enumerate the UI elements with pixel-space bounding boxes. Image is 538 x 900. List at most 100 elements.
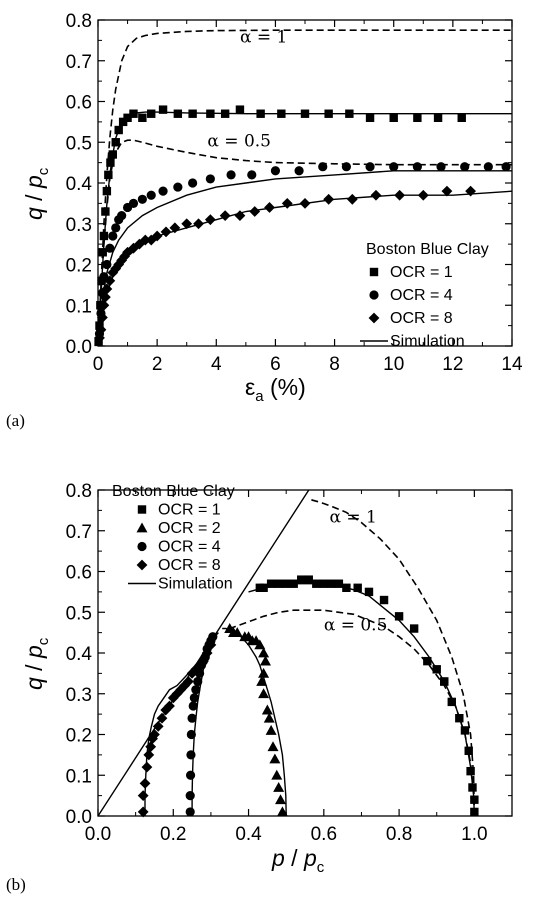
panel-b-ocr-2-point [275,794,287,805]
panel-a-ocr-4-point [188,178,198,188]
panel-a-ocr-4-point [389,162,399,172]
panel-b-ocr-8-point [182,676,194,687]
panel-a-legend-entry-ocr-8: OCR = 8 [390,310,453,327]
panel-b-0-5-line [229,609,476,817]
panel-b-ocr-4-point [185,791,195,801]
panel-b-ocr-1-point [379,595,389,605]
panel-b-ocr-1-point [409,624,419,633]
panel-b-ocr-1-point [274,579,283,588]
panel-a-ocr-8-point [219,210,231,221]
panel-a-ocr-1-point [118,117,128,127]
panel-b-ocr-2-point [263,712,275,723]
panel-b-legend-diamond-swatch [136,559,148,571]
panel-a-0-5-line [97,139,512,347]
panel-a-x-tick-label: 2 [152,354,163,375]
panel-a-ocr-1-point [104,170,113,180]
panel-a-ocr-4-point [205,174,215,184]
panel-a-ocr-8-point [370,189,382,201]
panel-b-label: (b) [6,875,26,894]
panel-b-x-tick-label: 0.0 [85,824,111,845]
panel-b-x-tick-label: 0.2 [160,824,186,845]
panel-a-ocr-1-point [158,105,168,114]
panel-a-x-tick-label: 6 [270,354,281,375]
panel-b-ocr-4-point [191,685,201,695]
panel-a-x-tick-label: 8 [329,354,340,375]
panel-b-x-tick-label: 0.6 [311,824,337,845]
panel-a-1-line [97,29,512,347]
panel-a-y-axis-title: q / pc [21,167,52,220]
panel-b-ocr-8-point [152,720,164,732]
panel-a-ocr-4-point [111,223,121,233]
panel-b-y-tick-label: 0.6 [66,563,92,584]
panel-b-ocr-4-point [189,693,199,703]
panel-a-legend-entry-ocr-4: OCR = 4 [390,287,453,304]
panel-b-y-tick-label: 0.1 [66,766,92,787]
panel-a-ocr-1-point [102,186,112,196]
panel-a-ocr-4-point [226,170,236,180]
panel-b-legend-title: Boston Blue Clay [112,483,235,500]
panel-a-x-tick-label: 14 [501,354,523,375]
panel-b-ocr-2-point [258,667,270,678]
panel-a-ocr-8-point [193,218,204,230]
panel-b-ticks: 0.0 0.2 0.4 0.6 0.8 1.0 0.0 0.1 0.2 0.3 0.4 0.5 0.6 0… [66,481,512,845]
panel-b-legend-entry-ocr-4: OCR = 4 [158,539,221,556]
panel-b-ocr-2-point [258,647,270,658]
panel-a-y-tick-label: 0.6 [66,93,92,114]
panel-a-ocr-8-point [234,210,246,221]
panel-a-ocr-8-point [346,193,358,205]
panel-a-ocr-8-point [145,234,157,246]
panel-b-ocr-8-point [167,692,179,704]
panel-a-ocr-8-point [134,238,145,250]
panel-a-annotation-1: α = 1 [240,27,287,47]
panel-a-ocr-1-point [111,138,120,147]
panel-b-legend-entry-ocr-8: OCR = 8 [158,557,221,574]
panel-b-ocr-1-point [460,726,470,735]
panel-a-ocr-4-point [158,186,168,196]
panel-b-legend-square-swatch [137,505,147,514]
panel-b-legend-entry-simulation: Simulation [158,576,233,593]
panel-b-ocr-1-point [255,583,265,592]
panel-b-ocr-2-point [261,704,273,715]
panel-a-ocr-4-point [501,162,511,172]
panel-a-legend-title: Boston Blue Clay [366,241,489,258]
panel-b-ocr-1-point [266,579,276,588]
panel-b-critical-state-line-line [97,489,310,817]
panel-b-ocr-4-point [187,713,197,723]
panel-b-legend-circle-swatch [137,541,147,552]
panel-a-ocr-8-point [323,193,335,205]
panel-a-ocr-4-point [173,182,183,192]
panel-a-y-tick-label: 0.4 [66,174,93,195]
panel-a-x-axis-title: εa (%) [245,374,306,405]
panel-a-annotations: α = 1 α = 0.5 [207,27,287,151]
panel-a-ocr-4-point [294,166,304,176]
panel-a-y-tick-label: 0.0 [66,337,92,358]
panel-b-ocr-1-point [327,579,336,588]
panel-b-y-tick-label: 0.0 [66,807,92,828]
panel-b-legend-entry-ocr-1: OCR = 1 [158,502,221,519]
panel-a-ocr-4-point [436,162,446,172]
panel-a-ocr-1-point [457,113,466,122]
panel-a-ocr-4-point [365,162,375,172]
panel-a-ocr-1-point [123,113,132,122]
panel-a-ocr-4-point [128,198,139,208]
panel-a-x-tick-label: 0 [93,354,104,375]
panel-a-x-tick-label: 12 [442,354,463,375]
panel-a-ocr-4-point [105,243,115,253]
panel-a-ocr-8-point [264,202,275,213]
panel-b-ocr-2-point [265,724,277,735]
panel-b-simulation-ocr-4-line [191,632,219,816]
panel-a-legend-square-swatch [369,267,379,277]
panel-a-ocr-1-point [433,113,443,122]
panel-b-annotation-0-5: α = 0.5 [324,616,388,636]
panel-a-ticks: 0 2 4 6 8 10 12 14 0.0 0.1 0.2 0.3 0.4 0.5 0.6 0.7 0.8 [66,11,523,375]
panel-b-ocr-1-point [281,579,291,588]
panel-b-ocr-8-point [137,806,149,818]
panel-a-annotation-0-5: α = 0.5 [207,131,271,151]
panel-b-ocr-1-point [423,656,432,666]
panel-b-ocr-4-point [188,701,198,711]
panel-b-series [97,489,479,818]
panel-a-legend-entry-ocr-1: OCR = 1 [390,264,453,281]
panel-b-1-line [308,497,476,817]
panel-a-series [94,29,513,347]
